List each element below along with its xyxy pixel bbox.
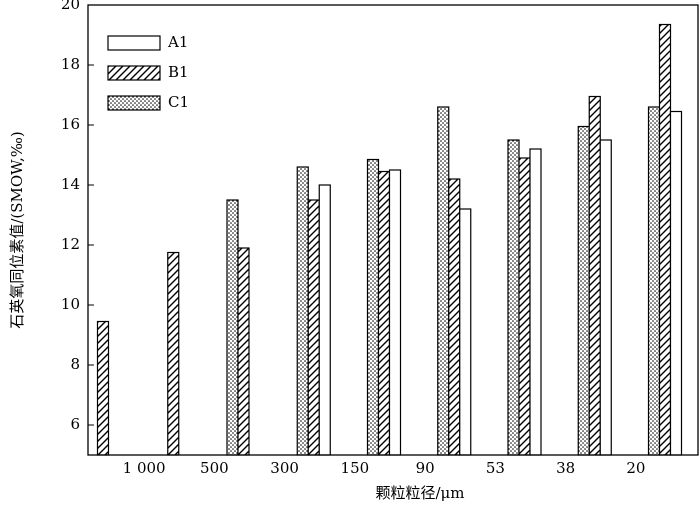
x-tick-label: 150: [341, 459, 370, 477]
bar: [226, 199, 239, 456]
y-tick-label: 6: [70, 415, 80, 433]
bar: [669, 110, 683, 456]
x-tick-label: 300: [270, 459, 299, 477]
legend-swatch: [107, 95, 161, 111]
legend-swatch: [107, 35, 161, 51]
bar: [459, 208, 472, 456]
y-tick-label: 10: [61, 295, 80, 313]
bar: [599, 139, 612, 456]
bar: [518, 157, 531, 456]
bar: [577, 125, 590, 456]
plot-frame: [87, 4, 699, 456]
bar: [658, 23, 672, 456]
bar: [296, 166, 309, 456]
bar: [307, 199, 320, 456]
legend-swatch: [107, 65, 161, 81]
bar: [588, 95, 601, 456]
bar: [167, 251, 180, 456]
y-tick-label: 16: [61, 115, 80, 133]
bar: [96, 320, 110, 456]
legend-label: B1: [168, 63, 189, 81]
x-tick-label: 20: [626, 459, 645, 477]
x-tick-label: 1 000: [123, 459, 166, 477]
y-tick-label: 8: [70, 355, 80, 373]
bar: [377, 170, 391, 456]
bar: [366, 158, 380, 456]
y-axis-label: 石英氧同位素值/(SMOW,‰): [8, 131, 26, 328]
bar: [448, 178, 461, 456]
bar: [529, 148, 542, 456]
bar: [437, 106, 450, 456]
x-tick-label: 90: [416, 459, 435, 477]
y-tick-label: 18: [61, 55, 80, 73]
legend-label: A1: [167, 33, 188, 51]
y-tick-label: 12: [61, 235, 80, 253]
x-tick-label: 53: [486, 459, 505, 477]
bar: [647, 106, 661, 456]
y-tick-label: 14: [61, 175, 80, 193]
x-axis-label: 颗粒粒径/μm: [375, 484, 464, 502]
bar: [388, 169, 402, 456]
y-tick-label: 20: [61, 0, 80, 13]
x-tick-label: 500: [200, 459, 229, 477]
x-tick-label: 38: [556, 459, 575, 477]
bar: [507, 139, 520, 456]
bar: [237, 247, 250, 456]
legend-label: C1: [168, 93, 189, 111]
bar: [318, 184, 331, 456]
